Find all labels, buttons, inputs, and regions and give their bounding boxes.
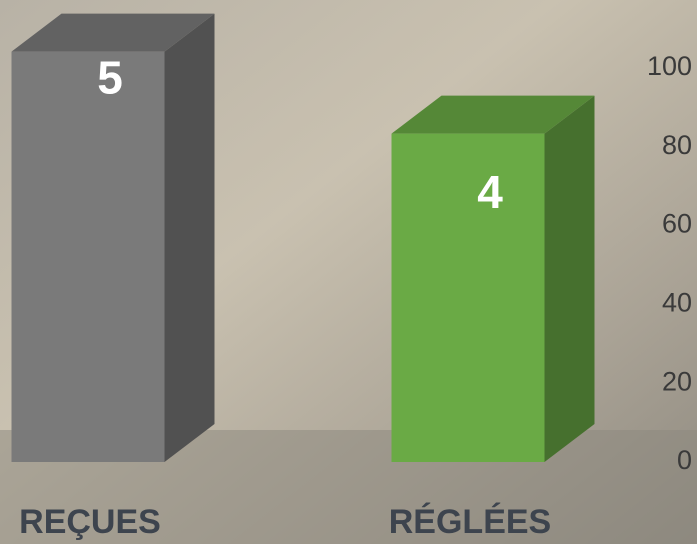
- y-tick-label: 60: [662, 209, 692, 239]
- x-tick-label: RÉGLÉES: [389, 503, 551, 541]
- x-tick-label: REÇUES: [19, 503, 161, 541]
- data-label: 5: [97, 52, 123, 104]
- data-label: 4: [477, 166, 503, 218]
- y-tick-label: 80: [662, 130, 692, 160]
- y-tick-label: 20: [662, 366, 692, 396]
- chart: 0 20 40 60 80 100 5 REÇUES 4 RÉGLÉES: [0, 0, 697, 544]
- y-tick-label: 0: [677, 445, 692, 475]
- bar-front: [12, 52, 165, 462]
- bar-side: [545, 96, 595, 462]
- bar-side: [165, 14, 215, 462]
- bar: [392, 96, 595, 462]
- y-tick-label: 40: [662, 288, 692, 318]
- y-tick-label: 100: [647, 51, 692, 81]
- bar-front: [392, 134, 545, 462]
